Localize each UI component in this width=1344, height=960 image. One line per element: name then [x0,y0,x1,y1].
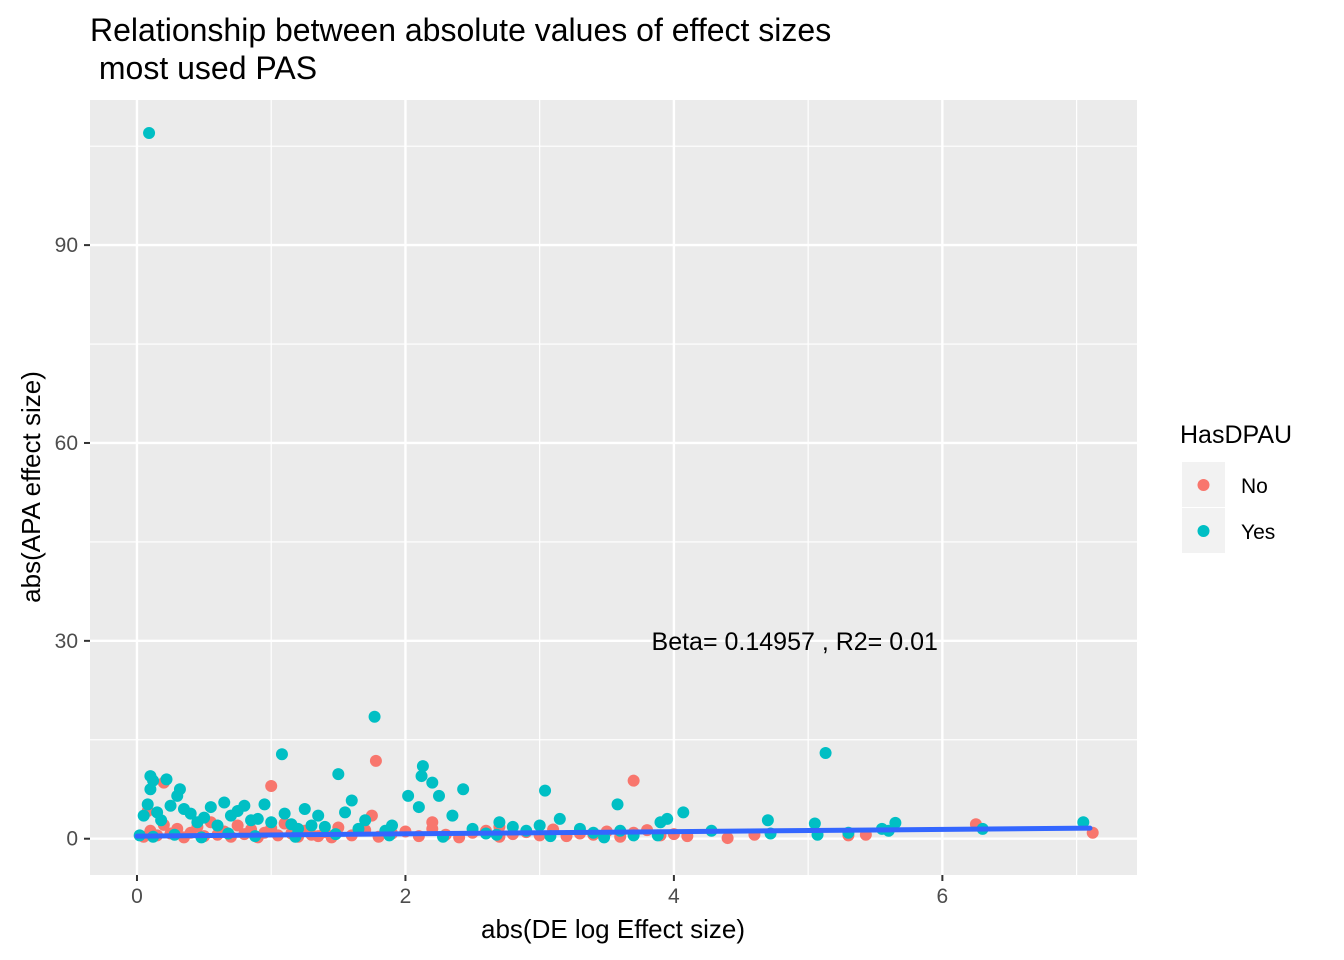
y-axis-ticks: 0 30 60 90 [55,234,90,851]
data-point-yes [275,748,288,761]
data-point-yes [251,812,264,825]
data-point-yes [761,814,774,827]
data-point-no [426,816,439,829]
legend-title: HasDPAU [1180,421,1292,449]
data-point-no [231,819,244,832]
data-point-yes [416,760,429,773]
data-point-yes [446,809,459,822]
y-tick-label: 0 [66,828,78,851]
data-point-yes [412,801,425,814]
data-point-no [265,779,278,792]
data-point-yes [204,801,217,814]
regression-annotation: Beta= 0.14957 , R2= 0.01 [652,628,938,656]
x-tick-label: 0 [131,885,143,908]
data-point-yes [318,820,331,833]
data-point-yes [611,798,624,811]
data-point-yes [173,783,186,796]
data-point-yes [155,814,168,827]
data-point-yes [332,768,345,781]
x-axis-title: abs(DE log Effect size) [481,914,745,944]
chart-title-line-1: Relationship between absolute values of … [90,12,832,48]
data-point-yes [211,819,224,832]
data-point-yes [258,798,271,811]
data-point-yes [533,819,546,832]
minor-gridlines [90,100,1137,875]
data-point-yes [298,803,311,816]
regression-line [134,825,1093,839]
data-point-yes [265,816,278,829]
data-point-yes [819,746,832,759]
data-point-yes [553,812,566,825]
data-point-yes [386,819,399,832]
legend-label-yes: Yes [1241,521,1275,544]
data-point-yes [457,783,470,796]
data-point-yes [141,798,154,811]
data-point-no [721,832,734,845]
data-point-yes [415,770,428,783]
data-point-yes [1077,816,1090,829]
data-point-yes [402,789,415,802]
x-axis-ticks: 0 2 4 6 [131,875,948,908]
data-point-yes [426,776,439,789]
data-point-yes [345,794,358,807]
data-point-yes [506,820,519,833]
legend-marker-yes [1197,525,1210,537]
y-tick-label: 30 [55,630,78,653]
x-tick-label: 4 [668,885,680,908]
data-point-yes [889,816,902,829]
legend-marker-no [1197,479,1210,491]
data-point-yes [164,799,177,812]
data-point-yes [198,811,211,824]
data-point-yes [661,812,674,825]
data-point-yes [339,806,352,819]
data-point-no [369,754,382,767]
data-point-yes [238,799,251,812]
data-point-yes [147,774,160,787]
data-point-yes [184,807,197,820]
data-point-yes [137,809,150,822]
data-point-yes [368,710,381,723]
plot-panel [90,100,1137,875]
y-axis-title: abs(APA effect size) [16,371,46,603]
y-tick-label: 90 [55,234,78,257]
data-point-no [627,774,640,787]
data-point-yes [143,126,156,139]
data-point-yes [359,814,372,827]
data-point-yes [539,784,552,797]
data-point-yes [218,796,231,809]
data-point-yes [808,817,821,830]
x-tick-label: 6 [937,885,949,908]
data-point-yes [677,806,690,819]
y-tick-label: 60 [55,432,78,455]
data-point-yes [433,789,445,802]
legend: HasDPAU No Yes [1180,421,1292,553]
data-point-yes [160,773,173,786]
legend-label-no: No [1241,475,1268,498]
data-point-yes [493,816,506,829]
chart-title-line-2: most used PAS [90,50,318,86]
data-point-yes [312,809,325,822]
data-point-yes [278,807,291,820]
data-point-yes [305,819,318,832]
x-tick-label: 2 [400,885,412,908]
